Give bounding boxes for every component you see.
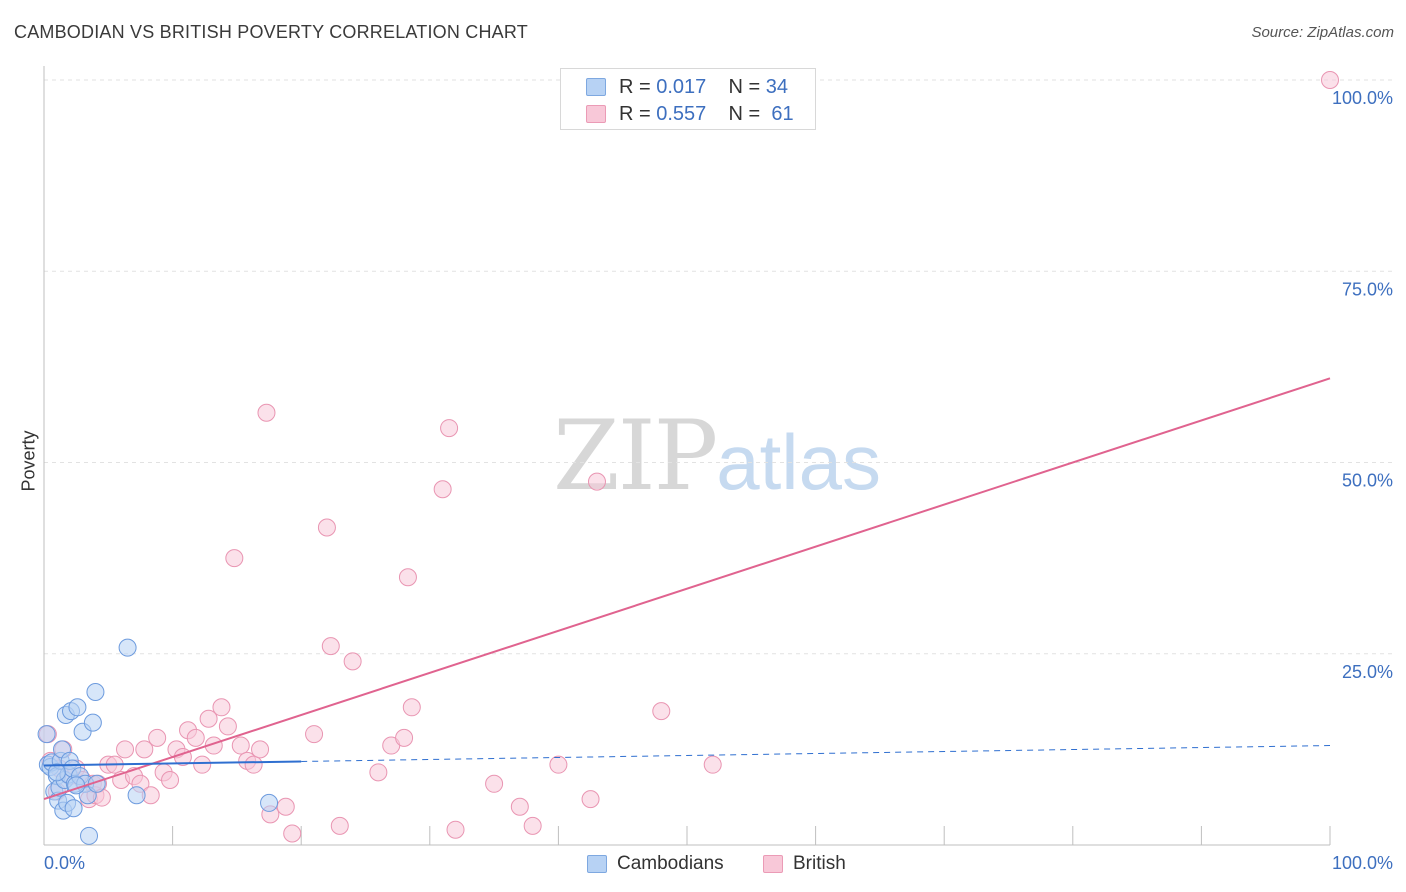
british-point [212,698,231,717]
cambodians-trend-line [43,760,302,767]
cambodians-point [83,713,102,732]
x-tick-label: 0.0% [44,853,85,873]
british-point [523,816,542,835]
british-point [510,797,529,816]
legend-label-british: British [793,853,846,874]
cambodians-point [86,683,105,701]
legend-item-cambodians[interactable]: Cambodians [587,852,724,876]
legend-label-cambodians: Cambodians [617,853,724,874]
british-point [369,763,388,782]
british-point [186,728,205,747]
british-point [116,740,135,759]
british-point [161,770,180,789]
british-point [257,403,276,422]
y-tick-label: 50.0% [1342,471,1393,491]
british-point [276,797,295,816]
british-point [199,709,218,728]
british-point [317,518,336,537]
british-point [343,652,362,671]
cambodians-point [47,763,66,782]
r-label: R = [619,102,651,125]
r-label: R = [619,75,651,98]
british-point [330,816,349,835]
british-point [135,740,154,759]
y-axis-label: Poverty [18,430,39,492]
british-point [321,637,340,656]
n-value-cambodians: 34 [765,75,789,98]
legend-item-british[interactable]: British [763,852,846,876]
cambodians-point [80,826,99,845]
british-swatch [763,855,783,873]
british-point [703,755,722,774]
chart-title: CAMBODIAN VS BRITISH POVERTY CORRELATION… [14,22,528,42]
british-point [398,568,417,587]
british-point [549,755,568,774]
n-value-british: 61 [771,102,794,125]
british-point [193,755,212,774]
y-tick-label: 75.0% [1342,279,1393,299]
legend-row-cambodians: R = 0.017 N = 34 [586,75,789,98]
british-point [652,702,671,721]
watermark-zip: ZIP [553,400,718,512]
british-point [587,472,606,491]
british-point [440,419,459,438]
r-value-cambodians: 0.017 [656,75,707,98]
legend-row-british: R = 0.557 N = 61 [586,102,794,125]
british-point [581,790,600,809]
british-point [244,755,263,774]
y-tick-label: 100.0% [1332,88,1393,108]
y-tick-label: 25.0% [1342,662,1393,682]
british-point [283,824,302,843]
british-point [225,549,244,568]
british-point [231,736,250,755]
cambodians-point [37,725,56,744]
source-label: Source: ZipAtlas.com [1251,24,1394,41]
british-point [251,740,270,759]
r-value-british: 0.557 [656,102,707,125]
british-point [218,717,237,736]
cambodians-swatch [586,78,606,96]
british-point [395,728,414,747]
n-label: N = [728,102,761,125]
cambodians-point [260,793,279,812]
british-trend-line [43,377,1331,801]
correlation-legend: R = 0.017 N = 34 R = 0.557 N = 61 [560,68,816,130]
cambodians-point [68,698,87,717]
british-point [433,480,452,499]
x-tick-label: 100.0% [1332,853,1393,873]
british-point [485,774,504,793]
british-point [1321,71,1339,89]
cambodians-point [64,799,83,818]
cambodians-point [118,638,137,657]
british-swatch [586,105,606,123]
british-point [446,820,465,839]
cambodians-swatch [587,855,607,873]
british-point [148,728,167,747]
british-point [402,698,421,717]
cambodians-point [127,786,146,805]
n-label: N = [728,75,761,98]
british-point [305,725,324,744]
cambodians-trend-extension [301,745,1331,762]
